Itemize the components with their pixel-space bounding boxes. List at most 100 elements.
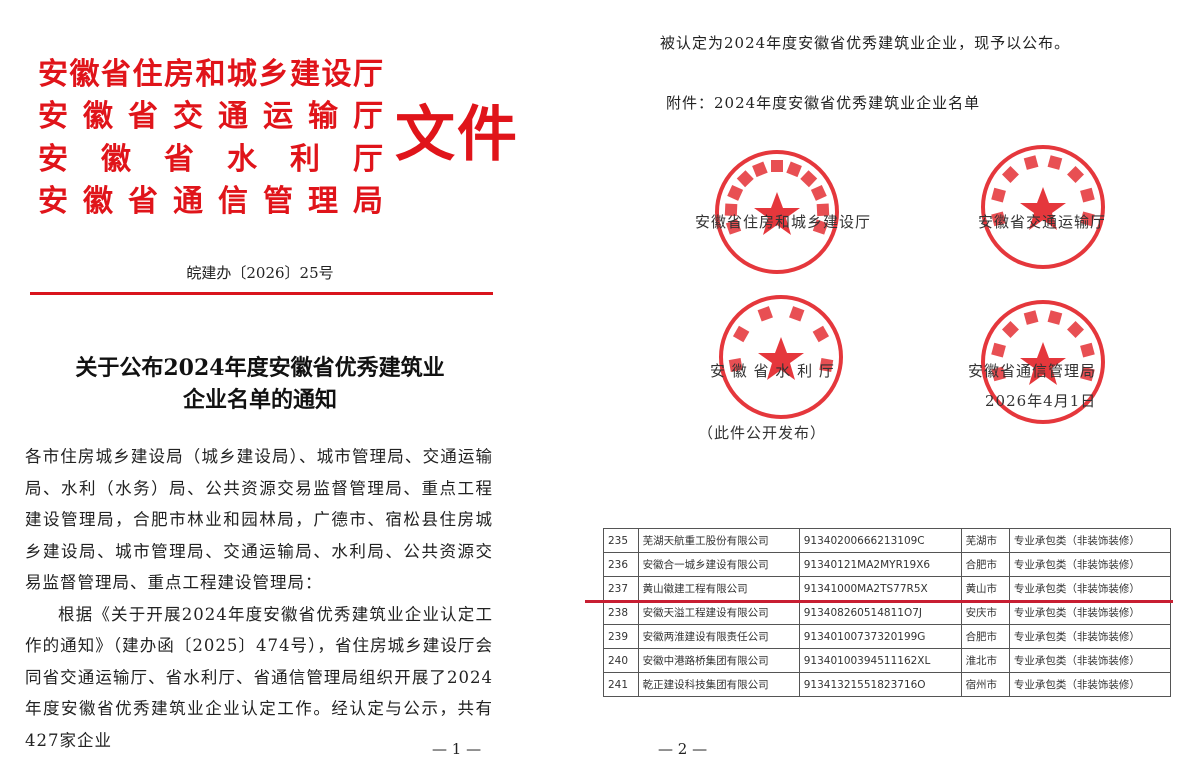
table-row: 236 安徽合一城乡建设有限公司 91340121MA2MYR19X6 合肥市 专业承包… [603, 552, 1172, 577]
seal-glyph-mark [1023, 310, 1039, 325]
city: 淮北市 [960, 648, 1010, 673]
seal-glyph-mark [1023, 155, 1039, 170]
row-number: 239 [603, 624, 639, 649]
issuer-line: 安徽省通信管理局 [38, 184, 383, 219]
category: 专业承包类（非装饰装修） [1008, 672, 1172, 697]
city: 安庆市 [960, 600, 1010, 625]
credit-code: 91340121MA2MYR19X6 [798, 552, 962, 577]
seal-ring [715, 150, 839, 274]
seal-glyph-mark [1080, 187, 1095, 203]
company-name: 黄山徽建工程有限公司 [637, 576, 800, 601]
seal-glyph-mark [816, 203, 830, 217]
seal-glyph-mark [800, 170, 818, 188]
city: 黄山市 [960, 576, 1010, 601]
seal-glyph-mark [732, 325, 750, 343]
seal-glyph-mark [812, 219, 829, 235]
table-row: 239 安徽两淮建设有限责任公司 91340100737320199G 合肥市 专业承包… [603, 624, 1172, 649]
doc-body: 各市住房城乡建设局（城乡建设局）、城市管理局、交通运输局、水利（水务）局、公共资… [25, 441, 493, 756]
page-number: — 1 — [432, 740, 482, 758]
seal-stamp-icon [981, 300, 1105, 424]
category: 专业承包类（非装饰装修） [1008, 648, 1172, 673]
seal-glyph-mark [725, 219, 742, 235]
table-row: 237 黄山徽建工程有限公司 91341000MA2TS77R5X 黄山市 专业承包类（… [603, 576, 1172, 601]
table-row: 238 安徽天溢工程建设有限公司 913408260514811O7J 安庆市 专业承包… [603, 600, 1172, 625]
seal-stamp-icon [719, 295, 843, 419]
table-row: 240 安徽中港路桥集团有限公司 91340100394511162XL 淮北市 专业承… [603, 648, 1172, 673]
seal-star-icon [1020, 187, 1066, 230]
enterprise-table: 235 芜湖天航重工股份有限公司 91340200666213109C 芜湖市 专业承包… [603, 528, 1172, 697]
seal-label: 安徽省住房和城乡建设厅 [695, 213, 872, 231]
table-row: 235 芜湖天航重工股份有限公司 91340200666213109C 芜湖市 专业承包… [603, 528, 1172, 553]
company-name: 乾正建设科技集团有限公司 [637, 672, 800, 697]
seal-glyph-mark [819, 358, 834, 372]
row-number: 237 [603, 576, 639, 601]
seal-glyph-mark [1001, 320, 1019, 338]
issue-date: 2026年4月1日 [985, 392, 1097, 410]
seal-glyph-mark [991, 342, 1006, 358]
company-name: 安徽两淮建设有限责任公司 [637, 624, 800, 649]
credit-code: 91340100737320199G [798, 624, 962, 649]
company-name: 安徽合一城乡建设有限公司 [637, 552, 800, 577]
credit-code: 913408260514811O7J [798, 600, 962, 625]
body-paragraph: 根据《关于开展2024年度安徽省优秀建筑业企业认定工作的通知》（建办函〔2025… [25, 604, 493, 750]
credit-code: 91341321551823716O [798, 672, 962, 697]
seal-glyph-mark [727, 184, 744, 201]
category: 专业承包类（非装饰装修） [1008, 576, 1172, 601]
seal-glyph-mark [991, 211, 1006, 227]
seal-glyph-mark [728, 358, 743, 372]
company-name: 芜湖天航重工股份有限公司 [637, 528, 800, 553]
category: 专业承包类（非装饰装修） [1008, 624, 1172, 649]
seal-star-icon [1020, 342, 1066, 385]
page-number: — 2 — [658, 740, 708, 758]
seal-ring [981, 300, 1105, 424]
continuation-text: 被认定为2024年度安徽省优秀建筑业企业，现予以公布。 [660, 34, 1071, 52]
credit-code: 91340200666213109C [798, 528, 962, 553]
seal-glyph-mark [1047, 310, 1063, 325]
addressee: 各市住房城乡建设局（城乡建设局）、城市管理局、交通运输局、水利（水务）局、公共资… [25, 447, 493, 592]
seal-glyph-mark [771, 160, 783, 172]
seal-stamp-icon [981, 145, 1105, 269]
category: 专业承包类（非装饰装修） [1008, 600, 1172, 625]
seal-star-icon [754, 192, 800, 235]
city: 芜湖市 [960, 528, 1010, 553]
highlight-underline [585, 600, 1173, 603]
row-number: 241 [603, 672, 639, 697]
seal-ring [719, 295, 843, 419]
seal-glyph-mark [1067, 165, 1085, 183]
seal-glyph-mark [736, 170, 754, 188]
seal-glyph-mark [1080, 342, 1095, 358]
table-row: 241 乾正建设科技集团有限公司 91341321551823716O 宿州市 专业承包… [603, 672, 1172, 697]
seal-glyph-mark [786, 161, 802, 178]
seal-glyph-mark [810, 184, 827, 201]
company-name: 安徽天溢工程建设有限公司 [637, 600, 800, 625]
issuer-line: 安徽省交通运输厅 [38, 99, 383, 134]
credit-code: 91340100394511162XL [798, 648, 962, 673]
seal-glyph-mark [812, 325, 830, 343]
doc-number: 皖建办〔2026〕25号 [186, 264, 334, 282]
row-number: 240 [603, 648, 639, 673]
row-number: 235 [603, 528, 639, 553]
seal-star-icon [758, 337, 804, 380]
category: 专业承包类（非装饰装修） [1008, 528, 1172, 553]
city: 宿州市 [960, 672, 1010, 697]
seal-glyph-mark [991, 187, 1006, 203]
seal-ring [981, 145, 1105, 269]
city: 合肥市 [960, 624, 1010, 649]
row-number: 236 [603, 552, 639, 577]
seal-glyph-mark [724, 203, 738, 217]
seal-label: 安 徽 省 水 利 厅 [710, 362, 835, 380]
seal-stamp-icon [715, 150, 839, 274]
doc-title: 企业名单的通知 [182, 387, 337, 413]
credit-code: 91341000MA2TS77R5X [798, 576, 962, 601]
category: 专业承包类（非装饰装修） [1008, 552, 1172, 577]
seal-label: 安徽省交通运输厅 [978, 213, 1107, 231]
red-divider [30, 292, 493, 295]
company-name: 安徽中港路桥集团有限公司 [637, 648, 800, 673]
seal-glyph-mark [1067, 320, 1085, 338]
seal-glyph-mark [757, 306, 773, 322]
seal-glyph-mark [1080, 366, 1095, 382]
issuer-line: 安 徽 省 水 利 厅 [38, 142, 383, 177]
seal-glyph-mark [1047, 155, 1063, 170]
seal-glyph-mark [991, 366, 1006, 382]
seal-glyph-mark [1080, 211, 1095, 227]
